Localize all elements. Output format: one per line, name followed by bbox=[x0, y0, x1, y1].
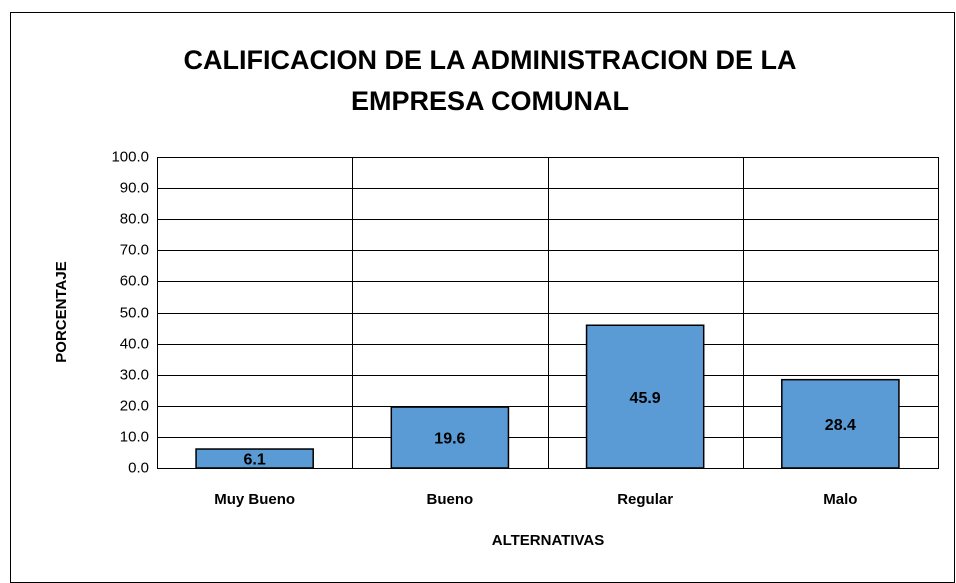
y-tick-label: 0.0 bbox=[128, 459, 149, 476]
x-tick-label: Bueno bbox=[427, 491, 474, 508]
y-tick-label: 90.0 bbox=[120, 179, 149, 196]
data-label: 28.4 bbox=[825, 417, 856, 434]
x-axis-label: ALTERNATIVAS bbox=[492, 532, 605, 549]
x-tick-label: Regular bbox=[617, 491, 673, 508]
bar bbox=[390, 406, 510, 469]
y-axis-label: PORCENTAJE bbox=[53, 261, 70, 362]
chart-title: EMPRESA COMUNAL bbox=[351, 86, 629, 116]
bar bbox=[195, 448, 314, 469]
y-tick-label: 70.0 bbox=[120, 241, 149, 258]
y-tick-label: 10.0 bbox=[120, 428, 149, 445]
y-tick-label: 100.0 bbox=[111, 148, 149, 165]
y-tick-label: 20.0 bbox=[120, 397, 149, 414]
y-tick-label: 30.0 bbox=[120, 366, 149, 383]
data-label: 6.1 bbox=[244, 452, 266, 469]
x-tick-label: Muy Bueno bbox=[214, 491, 295, 508]
data-label: 19.6 bbox=[434, 431, 465, 448]
y-tick-label: 80.0 bbox=[120, 210, 149, 227]
chart-title: CALIFICACION DE LA ADMINISTRACION DE LA bbox=[184, 45, 797, 75]
data-label: 45.9 bbox=[630, 390, 661, 407]
bar bbox=[781, 378, 900, 469]
y-tick-label: 50.0 bbox=[120, 304, 149, 321]
y-tick-label: 60.0 bbox=[120, 272, 149, 289]
bar bbox=[585, 324, 705, 469]
x-tick-label: Malo bbox=[823, 491, 857, 508]
y-tick-label: 40.0 bbox=[120, 335, 149, 352]
